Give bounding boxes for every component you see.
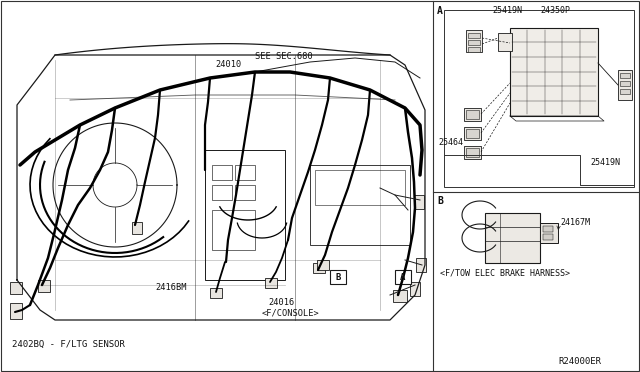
Bar [498,33,512,51]
Bar [205,150,285,280]
Bar [132,222,142,234]
Bar [317,260,329,270]
Bar [10,282,22,294]
Text: 2416BM: 2416BM [155,283,186,292]
Bar [466,30,482,52]
Bar [510,28,598,116]
Bar [235,165,255,180]
Bar [466,148,479,157]
Bar [410,282,420,296]
Text: 25419N: 25419N [492,6,522,15]
Bar [620,73,630,78]
Bar [485,213,540,263]
Bar [468,47,480,52]
Bar [393,290,407,302]
Bar [235,185,255,200]
Bar [212,185,232,200]
Text: B: B [335,273,340,282]
Bar [466,110,479,119]
Bar [265,278,277,288]
Text: <F/CONSOLE>: <F/CONSOLE> [262,308,320,317]
Bar [466,129,479,138]
Text: R24000ER: R24000ER [558,357,601,366]
Bar [444,10,634,187]
Bar [543,226,553,232]
Bar [210,288,222,298]
Text: 24016: 24016 [268,298,294,307]
Bar [315,170,405,205]
Bar [620,81,630,86]
Bar [468,33,480,38]
Bar [330,270,346,284]
Bar [414,195,424,209]
Text: A: A [400,273,406,282]
Bar [620,89,630,94]
Bar [464,146,481,159]
Text: <F/TOW ELEC BRAKE HARNESS>: <F/TOW ELEC BRAKE HARNESS> [440,268,570,277]
Bar [618,70,632,100]
Text: 24350P: 24350P [540,6,570,15]
Bar [212,165,232,180]
Bar [464,127,481,140]
Bar [38,280,50,292]
Bar [310,165,410,245]
Text: 24010: 24010 [215,60,241,69]
Text: 24167M: 24167M [560,218,590,227]
Text: A: A [437,6,443,16]
Bar [543,234,553,240]
Text: B: B [437,196,443,206]
Text: SEE SEC.680: SEE SEC.680 [255,52,313,61]
Bar [10,303,22,319]
Text: 2402BQ - F/LTG SENSOR: 2402BQ - F/LTG SENSOR [12,340,125,349]
Bar [540,223,558,243]
Bar [468,40,480,45]
Text: 25419N: 25419N [590,158,620,167]
Bar [395,270,411,284]
Bar [416,258,426,272]
Bar [464,108,481,121]
Text: 25464: 25464 [438,138,463,147]
Bar [212,210,255,250]
Bar [313,263,325,273]
